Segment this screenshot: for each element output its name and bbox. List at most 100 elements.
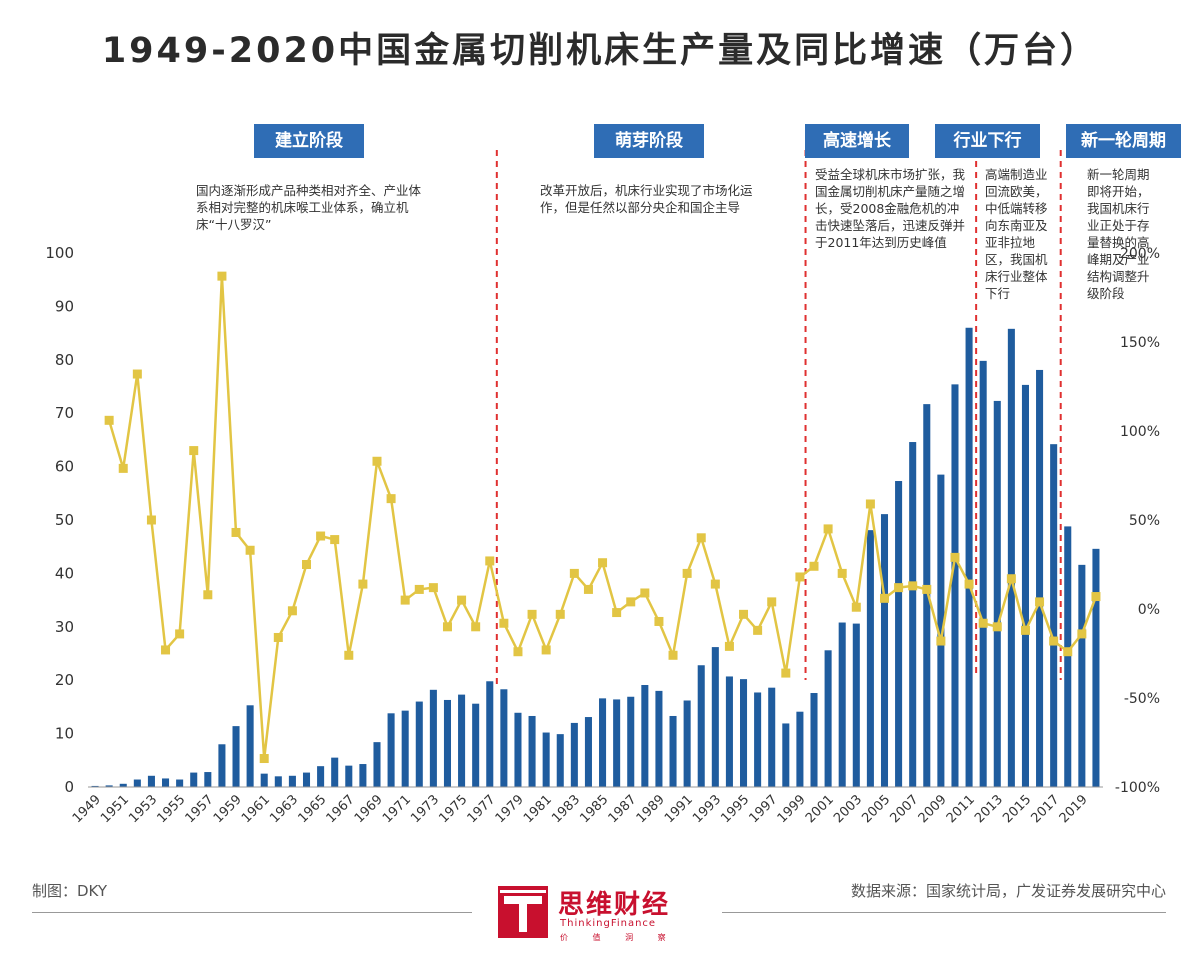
- x-tick-label: 1981: [521, 792, 555, 826]
- footer-credit: 制图：DKY: [32, 882, 108, 900]
- growth-point-1955: [175, 629, 185, 639]
- growth-point-2000: [809, 561, 819, 571]
- bar-1971: [401, 710, 409, 787]
- growth-point-1970: [386, 494, 396, 504]
- growth-point-1966: [330, 535, 340, 545]
- growth-point-2011: [964, 579, 974, 589]
- bar-1978: [500, 689, 508, 787]
- bar-1977: [486, 681, 494, 787]
- bar-1949: [91, 785, 99, 787]
- growth-point-1973: [428, 583, 438, 593]
- growth-point-1986: [612, 608, 622, 618]
- growth-point-2005: [879, 593, 889, 603]
- bar-1999: [796, 711, 804, 787]
- stage-label-sprout: 萌芽阶段: [594, 124, 704, 158]
- growth-point-1971: [400, 595, 410, 605]
- y-left-tick-label: 40: [55, 564, 74, 582]
- logo-name: 思维财经: [558, 890, 671, 920]
- logo-subtitle: ThinkingFinance: [560, 918, 657, 929]
- y-left-tick-label: 0: [64, 778, 74, 796]
- bar-1983: [570, 722, 578, 787]
- growth-point-1981: [541, 645, 551, 655]
- bar-1995: [739, 679, 748, 787]
- growth-point-1998: [781, 668, 791, 678]
- bar-2002: [838, 622, 846, 787]
- y-right-tick-label: 50%: [1129, 513, 1160, 529]
- bar-1959: [232, 726, 240, 787]
- x-tick-label: 2001: [803, 792, 837, 826]
- x-tick-label: 1993: [690, 792, 724, 826]
- bar-1988: [641, 685, 649, 787]
- y-left-tick-label: 50: [55, 511, 74, 529]
- x-tick-label: 2013: [972, 792, 1006, 826]
- y-right-tick-label: 0%: [1138, 602, 1160, 618]
- bar-1984: [584, 717, 592, 787]
- growth-point-1961: [259, 754, 269, 764]
- bar-2016: [1036, 369, 1044, 787]
- x-tick-label: 2003: [831, 792, 865, 826]
- bar-1958: [218, 744, 226, 787]
- bar-1972: [415, 701, 423, 787]
- x-tick-label: 2007: [888, 792, 922, 826]
- bar-2010: [951, 384, 959, 787]
- y-right-tick-label: 200%: [1120, 246, 1160, 262]
- growth-point-1975: [457, 595, 467, 605]
- growth-point-2002: [837, 568, 847, 578]
- y-left-tick-label: 20: [55, 671, 74, 689]
- growth-point-1993: [710, 579, 720, 589]
- bar-1990: [669, 715, 677, 787]
- growth-point-1989: [654, 616, 664, 626]
- growth-point-1983: [569, 568, 579, 578]
- y-left-tick-label: 70: [55, 404, 74, 422]
- x-tick-label: 1991: [662, 792, 696, 826]
- growth-point-1960: [245, 545, 255, 555]
- growth-point-2015: [1020, 625, 1030, 635]
- bar-2019: [1078, 564, 1086, 787]
- bar-1960: [246, 705, 254, 787]
- logo-icon: [498, 886, 548, 938]
- bar-1957: [204, 772, 212, 787]
- bar-2008: [923, 404, 931, 787]
- bar-2004: [866, 530, 874, 787]
- bar-1992: [697, 665, 705, 787]
- x-tick-label: 1997: [747, 792, 781, 826]
- growth-point-1984: [583, 584, 593, 594]
- x-tick-label: 1949: [70, 792, 104, 826]
- y-left-tick-label: 100: [45, 244, 74, 262]
- x-tick-label: 1953: [126, 792, 160, 826]
- growth-point-2018: [1063, 647, 1073, 657]
- x-tick-label: 1995: [718, 792, 752, 826]
- bar-1982: [556, 734, 564, 787]
- bar-1962: [274, 776, 282, 787]
- bar-2000: [810, 693, 818, 787]
- x-tick-label: 1973: [408, 792, 442, 826]
- logo-tagline: 价 值 洞 察: [560, 933, 677, 942]
- x-tick-label: 2017: [1028, 792, 1062, 826]
- growth-point-1988: [640, 588, 650, 598]
- bar-1987: [627, 696, 635, 787]
- bar-1953: [147, 775, 155, 787]
- bar-2020: [1092, 548, 1100, 787]
- bar-1969: [373, 742, 381, 787]
- growth-point-1982: [555, 609, 565, 619]
- growth-point-2020: [1091, 592, 1101, 602]
- growth-point-1974: [442, 622, 452, 632]
- bar-2018: [1064, 526, 1072, 787]
- bar-1997: [768, 687, 776, 787]
- stage-label-establish: 建立阶段: [254, 124, 364, 158]
- x-tick-label: 2019: [1057, 792, 1091, 826]
- bar-1998: [782, 723, 790, 787]
- bar-1994: [725, 676, 733, 787]
- chart-title: 1949-2020中国金属切削机床生产量及同比增速（万台）: [101, 31, 1099, 71]
- bar-1967: [345, 765, 353, 787]
- bar-1996: [754, 692, 762, 787]
- growth-point-2014: [1006, 574, 1016, 584]
- bar-1955: [176, 779, 184, 787]
- bar-1993: [711, 647, 719, 787]
- bar-2005: [880, 514, 889, 787]
- x-tick-label: 1999: [775, 792, 809, 826]
- x-tick-label: 1957: [183, 792, 217, 826]
- bar-2011: [965, 327, 973, 787]
- x-tick-label: 1971: [380, 792, 414, 826]
- bar-1986: [613, 699, 621, 787]
